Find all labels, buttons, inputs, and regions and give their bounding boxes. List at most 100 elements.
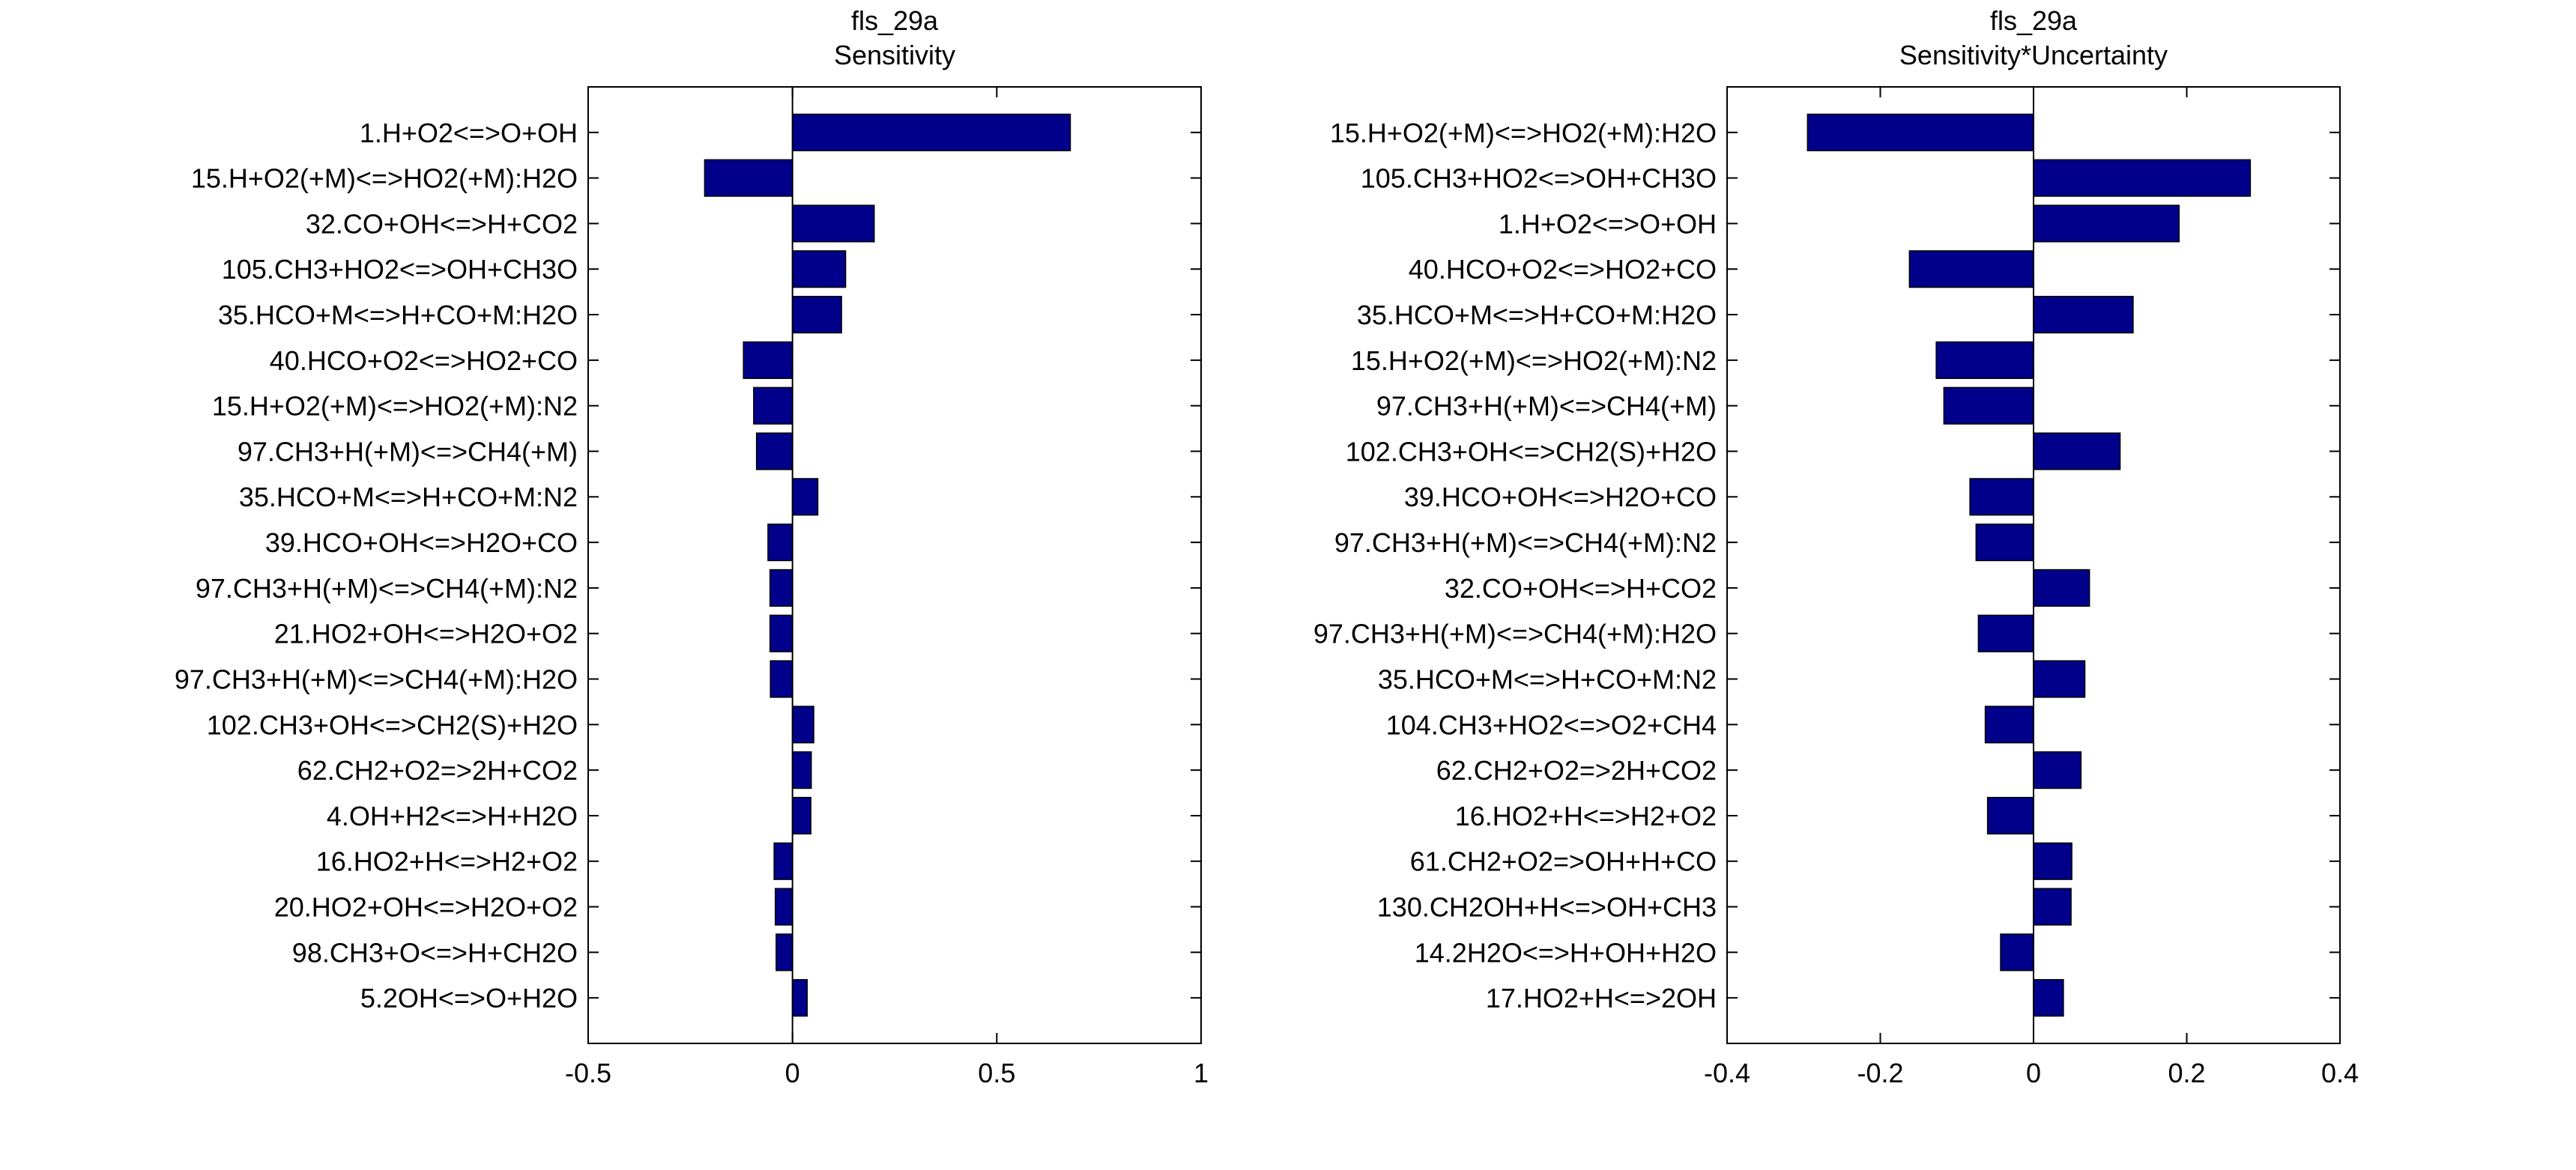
bar bbox=[1935, 341, 2034, 379]
y-tick-label: 35.HCO+M<=>H+CO+M:N2 bbox=[239, 482, 578, 512]
y-tick-label: 97.CH3+H(+M)<=>CH4(+M):H2O bbox=[1313, 619, 1717, 649]
y-tick-labels: 15.H+O2(+M)<=>HO2(+M):H2O 105.CH3+HO2<=>O… bbox=[1313, 118, 1717, 1013]
x-tick-label: 0.4 bbox=[2321, 1058, 2359, 1088]
bar bbox=[791, 295, 842, 334]
bar bbox=[1806, 113, 2034, 151]
y-tick-label: 35.HCO+M<=>H+CO+M:H2O bbox=[218, 300, 578, 330]
y-tick-label: 35.HCO+M<=>H+CO+M:N2 bbox=[1378, 664, 1717, 694]
y-tick-label: 97.CH3+H(+M)<=>CH4(+M):N2 bbox=[1334, 527, 1717, 558]
bar bbox=[1977, 614, 2034, 652]
bar bbox=[791, 478, 819, 516]
bar bbox=[1986, 796, 2034, 835]
bar bbox=[753, 387, 793, 425]
y-tick-label: 14.2H2O<=>H+OH+H2O bbox=[1415, 937, 1717, 968]
bar bbox=[2033, 751, 2082, 789]
y-tick-label: 97.CH3+H(+M)<=>CH4(+M):H2O bbox=[175, 664, 578, 694]
bar bbox=[767, 524, 793, 562]
y-tick-label: 39.HCO+OH<=>H2O+CO bbox=[265, 527, 578, 558]
y-tick-label: 62.CH2+O2=>2H+CO2 bbox=[297, 755, 578, 786]
bar-series bbox=[704, 113, 1071, 1017]
bar bbox=[2033, 979, 2064, 1017]
bar bbox=[2033, 842, 2072, 880]
y-tick-label: 62.CH2+O2=>2H+CO2 bbox=[1436, 755, 1717, 786]
tick-marks bbox=[587, 87, 1202, 1043]
y-tick-label: 61.CH2+O2=>OH+H+CO bbox=[1410, 846, 1717, 877]
bar bbox=[791, 204, 875, 243]
tick-marks bbox=[1726, 87, 2341, 1043]
bar bbox=[770, 660, 793, 698]
bar bbox=[791, 250, 847, 288]
y-tick-label: 16.HO2+H<=>H2+O2 bbox=[316, 846, 578, 877]
bar bbox=[775, 933, 793, 972]
x-tick-labels: -0.4 -0.2 0 0.2 0.4 bbox=[1704, 1058, 2359, 1088]
bar bbox=[755, 432, 793, 470]
y-tick-label: 105.CH3+HO2<=>OH+CH3O bbox=[222, 254, 578, 285]
bar bbox=[791, 113, 1071, 151]
bar bbox=[1984, 706, 2034, 744]
y-tick-label: 16.HO2+H<=>H2+O2 bbox=[1455, 801, 1717, 831]
chart-title: fls_29a bbox=[1990, 5, 2078, 36]
y-tick-label: 39.HCO+OH<=>H2O+CO bbox=[1404, 482, 1717, 512]
y-tick-labels: 1.H+O2<=>O+OH 15.H+O2(+M)<=>HO2(+M):H2O 32… bbox=[175, 118, 578, 1013]
y-tick-label: 20.HO2+OH<=>H2O+O2 bbox=[274, 892, 578, 923]
y-tick-label: 97.CH3+H(+M)<=>CH4(+M):N2 bbox=[196, 573, 578, 604]
bar bbox=[1975, 524, 2034, 562]
y-tick-label: 15.H+O2(+M)<=>HO2(+M):H2O bbox=[191, 163, 578, 194]
y-tick-label: 21.HO2+OH<=>H2O+O2 bbox=[274, 619, 578, 649]
bar bbox=[791, 751, 812, 789]
bar bbox=[1969, 478, 2034, 516]
plot-frame bbox=[587, 86, 1202, 1044]
bar bbox=[2033, 888, 2072, 926]
bar bbox=[1908, 250, 2034, 288]
y-tick-label: 15.H+O2(+M)<=>HO2(+M):H2O bbox=[1330, 118, 1717, 148]
bar bbox=[2033, 432, 2121, 470]
bar bbox=[2033, 159, 2252, 197]
bar bbox=[791, 796, 811, 835]
y-tick-label: 17.HO2+H<=>2OH bbox=[1486, 983, 1717, 1013]
chart-title: fls_29a bbox=[851, 5, 939, 36]
bar bbox=[743, 341, 793, 379]
y-tick-label: 104.CH3+HO2<=>O2+CH4 bbox=[1386, 709, 1717, 740]
y-tick-label: 15.H+O2(+M)<=>HO2(+M):N2 bbox=[1351, 345, 1717, 376]
sensitivity-uncertainty-panel: fls_29a Sensitivity*Uncertainty 15.H+O2(… bbox=[1313, 5, 2359, 1088]
y-tick-label: 1.H+O2<=>O+OH bbox=[1499, 208, 1717, 239]
bar bbox=[769, 614, 793, 652]
y-tick-label: 105.CH3+HO2<=>OH+CH3O bbox=[1361, 163, 1717, 194]
x-tick-label: 0.5 bbox=[978, 1058, 1015, 1088]
x-tick-label: 1 bbox=[1194, 1058, 1209, 1088]
bar bbox=[2033, 295, 2134, 334]
y-tick-label: 102.CH3+OH<=>CH2(S)+H2O bbox=[207, 709, 578, 740]
x-tick-label: 0.2 bbox=[2168, 1058, 2205, 1088]
bar bbox=[773, 842, 793, 880]
y-tick-label: 35.HCO+M<=>H+CO+M:H2O bbox=[1357, 300, 1717, 330]
bar bbox=[769, 569, 793, 607]
y-tick-label: 40.HCO+O2<=>HO2+CO bbox=[1409, 254, 1717, 285]
chart-subtitle: Sensitivity*Uncertainty bbox=[1899, 40, 2168, 70]
y-tick-label: 98.CH3+O<=>H+CH2O bbox=[292, 937, 578, 968]
bar bbox=[791, 706, 814, 744]
bar bbox=[791, 979, 808, 1017]
x-tick-labels: -0.5 0 0.5 1 bbox=[565, 1058, 1209, 1088]
bar bbox=[2000, 933, 2034, 972]
bar bbox=[2033, 569, 2090, 607]
bar bbox=[775, 888, 793, 926]
y-tick-label: 40.HCO+O2<=>HO2+CO bbox=[270, 345, 578, 376]
bar bbox=[1943, 387, 2034, 425]
x-tick-label: -0.2 bbox=[1857, 1058, 1903, 1088]
y-tick-label: 130.CH2OH+H<=>OH+CH3 bbox=[1377, 892, 1717, 923]
y-tick-label: 15.H+O2(+M)<=>HO2(+M):N2 bbox=[212, 391, 578, 422]
x-tick-label: -0.5 bbox=[565, 1058, 611, 1088]
chart-subtitle: Sensitivity bbox=[834, 40, 955, 70]
y-tick-label: 32.CO+OH<=>H+CO2 bbox=[306, 208, 578, 239]
bar bbox=[704, 159, 793, 197]
y-tick-label: 1.H+O2<=>O+OH bbox=[360, 118, 578, 148]
bar bbox=[2033, 204, 2180, 243]
y-tick-label: 5.2OH<=>O+H2O bbox=[360, 983, 578, 1013]
sensitivity-panel: fls_29a Sensitivity 1.H+O2<=>O+OH 15.H+O2… bbox=[175, 5, 1209, 1088]
y-tick-label: 32.CO+OH<=>H+CO2 bbox=[1445, 573, 1717, 604]
y-tick-label: 4.OH+H2<=>H+H2O bbox=[327, 801, 578, 831]
y-tick-label: 97.CH3+H(+M)<=>CH4(+M) bbox=[238, 436, 578, 467]
y-tick-label: 102.CH3+OH<=>CH2(S)+H2O bbox=[1346, 436, 1717, 467]
y-tick-label: 97.CH3+H(+M)<=>CH4(+M) bbox=[1376, 391, 1717, 422]
